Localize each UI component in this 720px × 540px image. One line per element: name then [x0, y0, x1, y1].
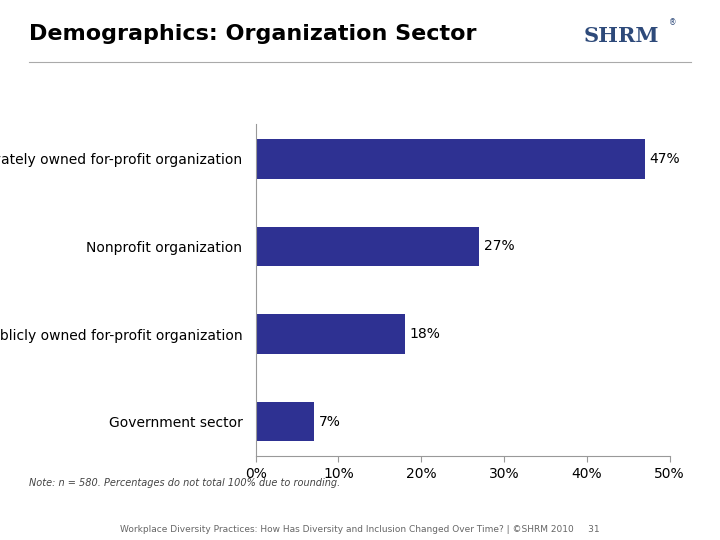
- FancyBboxPatch shape: [564, 17, 678, 59]
- Bar: [256, 314, 405, 354]
- Text: Demographics: Organization Sector: Demographics: Organization Sector: [29, 24, 477, 44]
- Text: SHRM: SHRM: [583, 26, 659, 46]
- Bar: [256, 139, 644, 179]
- Text: 27%: 27%: [484, 240, 515, 253]
- Text: 18%: 18%: [410, 327, 441, 341]
- Text: 47%: 47%: [649, 152, 680, 166]
- Text: Workplace Diversity Practices: How Has Diversity and Inclusion Changed Over Time: Workplace Diversity Practices: How Has D…: [120, 524, 600, 534]
- Text: 7%: 7%: [318, 415, 341, 429]
- Bar: [256, 227, 480, 266]
- Bar: [256, 402, 313, 441]
- Text: ®: ®: [669, 18, 676, 28]
- Text: Note: n = 580. Percentages do not total 100% due to rounding.: Note: n = 580. Percentages do not total …: [29, 478, 340, 488]
- Text: SOCIETY FOR HUMAN
RESOURCE MANAGEMENT: SOCIETY FOR HUMAN RESOURCE MANAGEMENT: [582, 64, 660, 75]
